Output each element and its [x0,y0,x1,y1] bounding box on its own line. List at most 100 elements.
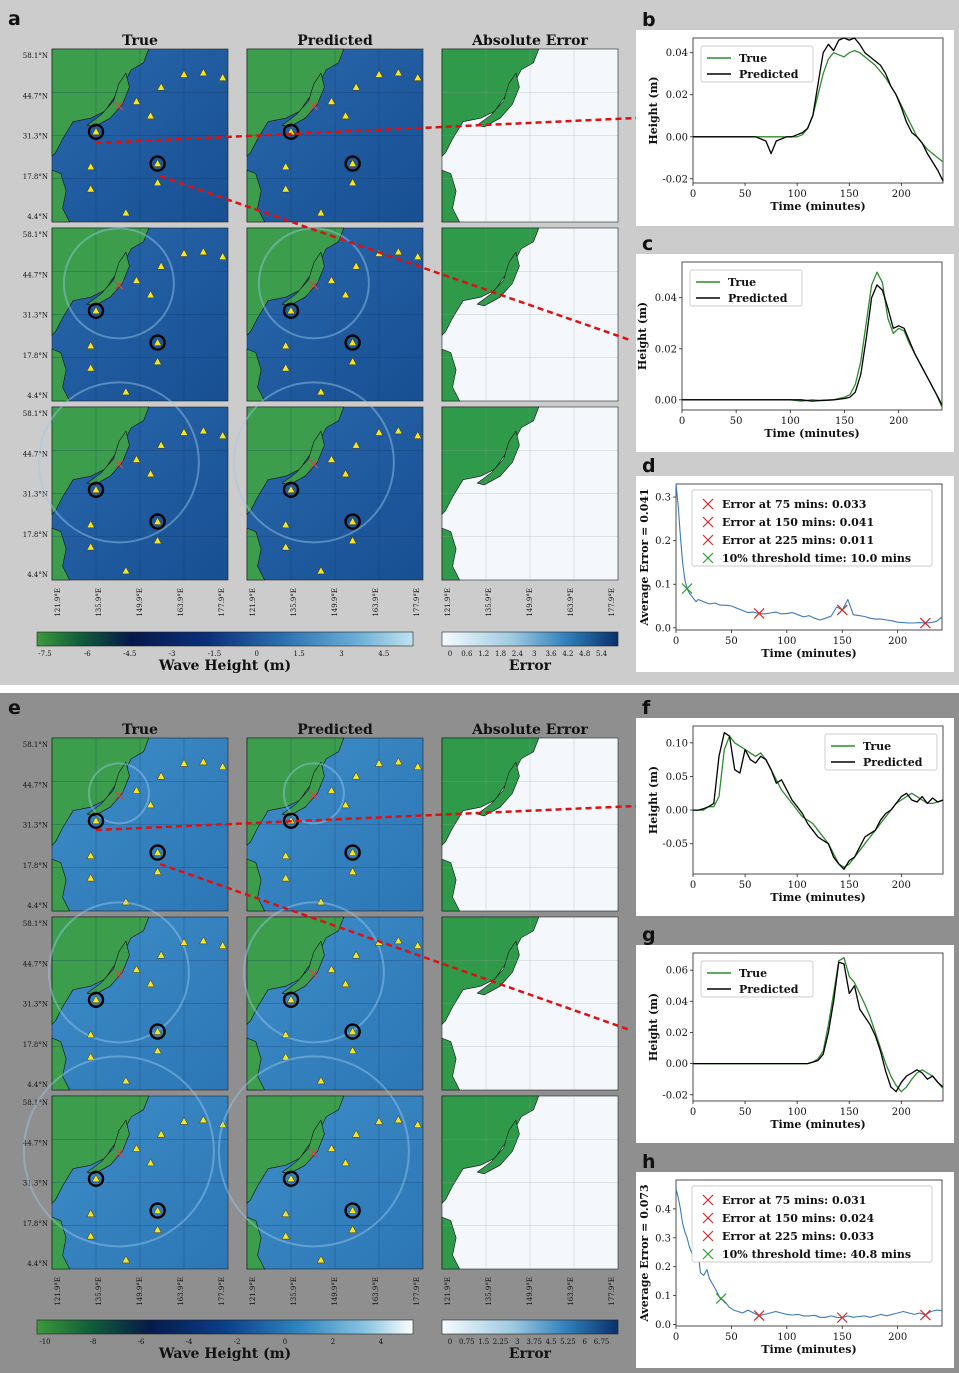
chart-b: b 0 50 100 150 200 -0.02 0.00 0.02 0.04 Time (minu… [636,9,954,226]
wave-front-ring [232,381,395,544]
latitude-label: 58.1°N [23,52,48,60]
y-tick-label: 0.00 [655,395,677,406]
colorbar-tick-label: 1.5 [294,650,305,658]
station-marker [153,1027,162,1035]
colorbar-tick-label: 1.8 [495,650,506,658]
latitude-label: 58.1°N [23,1099,48,1107]
legend-marker [702,534,714,546]
y-axis-label: Height (m) [636,302,649,370]
station-marker [413,252,422,260]
philippines-landmass [441,169,461,223]
latitude-label: 31.3°N [23,133,48,141]
longitude-label: 163.9°E [567,1277,575,1306]
station-marker [348,517,357,525]
x-tick-label: 100 [788,1107,807,1118]
x-tick-label: 150 [833,1332,852,1343]
station-marker [199,426,208,435]
colorbar-tick-label: 2 [331,1338,335,1346]
x-tick-label: 100 [777,636,796,647]
highlighted-station-ring [87,812,105,829]
station-connectors [95,116,637,1032]
latitude-label: 17.8°N [23,862,48,870]
station-marker [86,851,95,860]
colorbar-title: Wave Height (m) [158,1346,291,1362]
colorbar-tick-label: 6 [583,1338,588,1346]
station-marker [156,261,166,270]
legend-entry: Predicted [739,983,799,996]
philippines-landmass [51,1037,71,1091]
legend-box [691,489,933,567]
station-marker [348,159,357,167]
latitude-label: 4.4°N [27,902,48,910]
highlighted-station-ring [344,334,361,351]
station-marker [91,1174,101,1183]
legend-box [691,1185,933,1263]
longitude-label: 177.9°E [218,588,226,617]
longitude-label: 177.9°E [218,1277,226,1306]
error-marker [753,1310,765,1322]
x-tick-label: 150 [840,1107,859,1118]
x-tick-label: 50 [725,636,738,647]
station-marker [351,82,361,91]
station-marker [91,127,101,136]
station-marker [179,758,189,767]
series-line-predicted [682,284,943,406]
latitude-label: 17.8°N [23,531,48,539]
latitude-label: 17.8°N [23,1220,48,1228]
highlighted-station-ring [282,481,300,498]
station-marker [86,520,95,529]
y-tick-label: 0.02 [655,344,677,355]
y-tick-label: 0.02 [666,90,688,101]
longitude-label: 135.9°E [485,588,493,617]
station-marker [153,1225,162,1233]
colorbar-tick-label: -3 [169,650,176,658]
station-marker [286,995,296,1004]
colorbar-tick-label: 4.8 [579,650,590,658]
epicenter-marker [114,969,124,979]
station-marker [146,290,155,299]
longitude-label: 135.9°E [290,1277,298,1306]
longitude-label: 121.9°E [444,588,452,617]
station-marker [348,1225,357,1233]
y-tick-label: 0.04 [666,48,688,59]
colorbar-tick-label: -2 [234,1338,241,1346]
station-marker [132,1143,141,1152]
legend-box [700,960,814,998]
station-marker [121,1076,131,1085]
longitude-label: 121.9°E [54,588,62,617]
x-axis-label: Time (minutes) [761,647,856,660]
latitude-label: 4.4°N [27,392,48,400]
station-marker [327,785,336,794]
colorbar-tick-label: -4.5 [123,650,137,658]
legend-entry: True [728,276,756,289]
y-tick-label: -0.05 [662,839,688,850]
wave-front-ring [22,1055,215,1248]
x-tick-label: 0 [690,1107,696,1118]
station-marker [316,1076,326,1085]
map-column-title: True [122,722,158,738]
series-line-true [693,957,944,1093]
legend-entry: Predicted [728,292,788,305]
station-marker [91,995,101,1004]
station-marker [179,937,189,946]
station-marker [132,275,141,284]
longitude-label: 177.9°E [608,1277,616,1306]
map-column-title: Absolute Error [471,722,588,738]
wave-front-ring [47,901,190,1044]
y-tick-label: 0.0 [655,1320,671,1331]
y-tick-label: 0.06 [666,966,688,977]
colorbar-tick-label: 2.4 [512,650,524,658]
colorbar-tick-label: 5.4 [596,650,608,658]
station-marker [341,979,350,988]
station-marker [281,873,290,882]
longitude-label: 149.9°E [526,1277,534,1306]
station-marker [394,247,403,256]
station-marker [86,363,95,372]
station-marker [121,566,131,575]
philippines-landmass [441,527,461,581]
station-marker [199,936,208,945]
legend-marker [702,1230,714,1242]
latitude-label: 4.4°N [27,1260,48,1268]
philippines-landmass [51,858,71,912]
station-marker [348,338,357,346]
